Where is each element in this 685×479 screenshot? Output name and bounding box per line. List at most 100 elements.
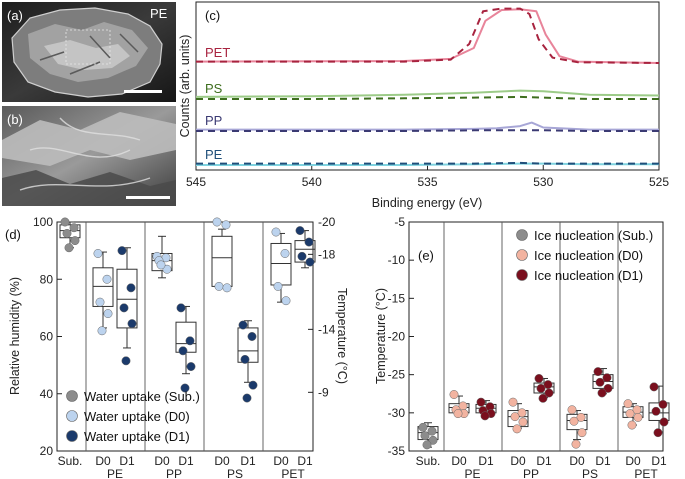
e-point [602, 373, 612, 383]
scale-bar-a [124, 90, 162, 93]
d-point [103, 309, 113, 319]
e-point [512, 424, 522, 434]
d-point [70, 236, 80, 246]
d-yaxis: 20 40 60 80 100 [33, 215, 62, 458]
d-box [270, 242, 292, 286]
panel-label-a: (a) [7, 8, 23, 23]
e-xlabel-group: PS [582, 467, 598, 479]
c-xaxis: 545 540 535 530 525 [186, 165, 669, 189]
c-series-label: PET [205, 45, 230, 60]
c-xtick-label: 530 [533, 175, 553, 189]
d-box [211, 235, 233, 287]
e-point [480, 411, 490, 421]
d-ytick-label: 60 [40, 330, 54, 344]
d-boxes [59, 217, 316, 403]
e-point [627, 420, 637, 430]
c-trace-pe-dashed [196, 161, 659, 165]
e-legend-marker [516, 269, 528, 281]
e-xlabel-d0: D0 [625, 454, 641, 468]
panel-label-b: (b) [7, 112, 23, 127]
d-point [126, 283, 136, 293]
d-box [116, 268, 138, 329]
e-point [418, 422, 428, 432]
d-point [119, 303, 129, 313]
d-point [222, 283, 232, 293]
e-point [569, 416, 579, 426]
e-point [651, 406, 661, 416]
c-trace-pp-dashed [196, 129, 659, 132]
c-xtick-label: 545 [186, 175, 206, 189]
e-xlabel-d1: D1 [478, 454, 494, 468]
d-point [162, 264, 172, 274]
e-point [510, 412, 520, 422]
d-legend-marker [66, 410, 78, 422]
e-legend-marker [516, 249, 528, 261]
d-point [102, 274, 112, 284]
e-box [566, 413, 588, 431]
d-point [185, 336, 195, 346]
d-point [156, 260, 166, 270]
d-legend-marker [66, 390, 78, 402]
e-ytick-label: -30 [388, 406, 406, 420]
e-xlabel-d1: D1 [651, 454, 667, 468]
e-point [518, 417, 528, 427]
d-xlabel-d1: D1 [240, 454, 256, 468]
panel-c: (c) 545 540 535 530 525 PET PS PP PE Binding en… [178, 1, 669, 210]
d-point [304, 237, 314, 247]
e-point [577, 428, 587, 438]
d-rtick-label: -14 [318, 322, 336, 336]
e-point [633, 412, 643, 422]
d-legend-label: Water uptake (D0) [84, 409, 190, 424]
e-ytick-label: -35 [388, 444, 406, 458]
d-xlabel-d0: D0 [95, 454, 111, 468]
c-xlabel: Binding energy (eV) [372, 196, 482, 210]
e-legend-marker [516, 229, 528, 241]
e-ytick-label: -25 [388, 368, 406, 382]
d-rtick-label: -9 [318, 385, 329, 399]
d-box [59, 224, 81, 239]
c-trace-pet-solid [195, 8, 660, 64]
d-point [273, 281, 283, 291]
d-point [127, 319, 137, 329]
d-point [305, 257, 315, 267]
d-point [176, 303, 186, 313]
c-xtick-label: 525 [649, 175, 669, 189]
d-point [240, 354, 250, 364]
c-trace-ps-solid [195, 89, 660, 98]
d-point [60, 217, 70, 227]
e-dividers [443, 222, 619, 451]
d-ytick-label: 40 [40, 387, 54, 401]
d-box [151, 252, 173, 272]
e-xlabel-d0: D0 [569, 454, 585, 468]
e-legend-label: Ice nucleation (Sub.) [534, 228, 653, 243]
d-xlabel-sub: Sub. [58, 454, 83, 468]
d-dividers [85, 222, 264, 451]
e-point [659, 417, 669, 427]
d-point [295, 226, 305, 236]
d-point [297, 251, 307, 261]
d-rtick-label: -20 [318, 215, 336, 229]
d-ylabel-right: Temperature (°C) [335, 288, 349, 384]
d-xlabel-d0: D0 [154, 454, 170, 468]
e-point [536, 383, 546, 393]
d-box [92, 267, 114, 307]
c-series-label: PE [205, 147, 223, 162]
d-xlabel-d1: D1 [119, 454, 135, 468]
d-point [221, 220, 231, 230]
e-point [427, 426, 437, 436]
d-xlabel-d1: D1 [297, 454, 313, 468]
c-trace-pet-dashed [196, 7, 660, 64]
d-point [271, 227, 281, 237]
e-xlabel-d1: D1 [536, 454, 552, 468]
e-point [593, 367, 603, 377]
e-point [597, 388, 607, 398]
e-point [453, 409, 463, 419]
sample-tag-a: PE [150, 6, 168, 21]
d-xlabel-group: PP [166, 467, 182, 479]
e-ytick-label: -10 [388, 253, 406, 267]
e-point [422, 440, 432, 450]
e-point [517, 408, 527, 418]
d-yaxis-right: -20 -9 -18 -14 [308, 215, 336, 399]
c-xtick-label: 535 [417, 175, 437, 189]
